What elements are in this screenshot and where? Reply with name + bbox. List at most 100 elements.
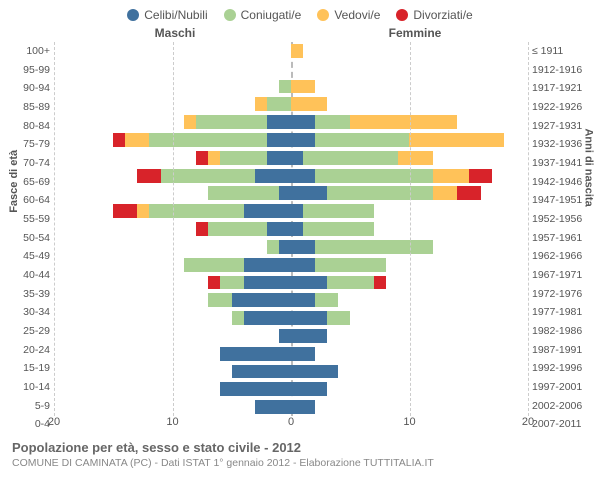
segment-con (315, 293, 339, 307)
y-axis-title-left: Fasce di età (8, 150, 20, 213)
segment-cel (220, 347, 291, 361)
pyramid-row (54, 113, 528, 131)
legend-item: Vedovi/e (317, 8, 380, 22)
y-left-label: 90-94 (10, 83, 50, 94)
plot-area: Fasce di età Anni di nascita 100+95-9990… (10, 42, 590, 434)
segment-con (208, 222, 267, 236)
y-left-label: 85-89 (10, 102, 50, 113)
y-right-label: 1992-1996 (532, 363, 590, 374)
segment-cel (291, 186, 327, 200)
segment-cel (255, 169, 291, 183)
legend-label: Divorziati/e (413, 8, 472, 22)
segment-div (137, 169, 161, 183)
bar-rows (54, 42, 528, 416)
y-axis-title-right: Anni di nascita (582, 128, 594, 206)
gridline (410, 42, 411, 416)
segment-con (303, 151, 398, 165)
segment-con (220, 151, 267, 165)
segment-cel (291, 329, 327, 343)
y-right-label: 2007-2011 (532, 419, 590, 430)
pyramid-row (54, 291, 528, 309)
segment-con (161, 169, 256, 183)
pyramid-row (54, 60, 528, 78)
segment-cel (291, 169, 315, 183)
pyramid-row (54, 149, 528, 167)
y-right-label: 1982-1986 (532, 326, 590, 337)
x-axis: 201001020 (54, 416, 528, 434)
segment-cel (291, 204, 303, 218)
segment-ved (184, 115, 196, 129)
legend-item: Divorziati/e (396, 8, 472, 22)
segment-div (208, 276, 220, 290)
gender-labels: Maschi Femmine (10, 26, 590, 40)
footer: Popolazione per età, sesso e stato civil… (10, 440, 590, 469)
gridline (528, 42, 529, 416)
y-right-label: 1987-1991 (532, 345, 590, 356)
segment-con (149, 133, 268, 147)
segment-con (208, 186, 279, 200)
y-right-label: 1922-1926 (532, 102, 590, 113)
y-left-label: 40-44 (10, 270, 50, 281)
segment-con (220, 276, 244, 290)
segment-div (196, 151, 208, 165)
x-tick-label: 20 (48, 416, 60, 428)
x-tick-label: 10 (403, 416, 415, 428)
gridline (173, 42, 174, 416)
segment-con (327, 186, 434, 200)
segment-cel (267, 133, 291, 147)
pyramid-row (54, 202, 528, 220)
pyramid-row (54, 42, 528, 60)
pyramid-row (54, 238, 528, 256)
segment-cel (291, 240, 315, 254)
y-left-label: 55-59 (10, 214, 50, 225)
segment-cel (291, 400, 315, 414)
footer-title: Popolazione per età, sesso e stato civil… (12, 440, 590, 455)
segment-div (457, 186, 481, 200)
segment-cel (279, 329, 291, 343)
segment-con (279, 80, 291, 94)
segment-cel (291, 258, 315, 272)
segment-con (303, 204, 374, 218)
segment-con (327, 311, 351, 325)
segment-con (208, 293, 232, 307)
y-left-label: 50-54 (10, 233, 50, 244)
segment-ved (208, 151, 220, 165)
legend-label: Vedovi/e (334, 8, 380, 22)
legend-item: Coniugati/e (224, 8, 302, 22)
y-left-label: 15-19 (10, 363, 50, 374)
segment-ved (291, 44, 303, 58)
legend-swatch (317, 9, 329, 21)
segment-cel (291, 365, 338, 379)
segment-cel (291, 347, 315, 361)
segment-div (113, 204, 137, 218)
segment-div (469, 169, 493, 183)
x-tick-label: 10 (166, 416, 178, 428)
segment-ved (433, 186, 457, 200)
y-left-label: 10-14 (10, 382, 50, 393)
y-right-label: 1977-1981 (532, 307, 590, 318)
segment-con (267, 97, 291, 111)
y-left-label: 95-99 (10, 65, 50, 76)
segment-cel (291, 293, 315, 307)
legend-swatch (396, 9, 408, 21)
pyramid-row (54, 274, 528, 292)
y-left-label: 0-4 (10, 419, 50, 430)
pyramid-row (54, 256, 528, 274)
segment-con (315, 258, 386, 272)
segment-div (113, 133, 125, 147)
gridline (54, 42, 55, 416)
y-right-label: 1957-1961 (532, 233, 590, 244)
segment-ved (137, 204, 149, 218)
y-right-label: ≤ 1911 (532, 46, 590, 57)
segment-cel (291, 276, 327, 290)
y-left-label: 45-49 (10, 251, 50, 262)
segment-cel (291, 151, 303, 165)
pyramid-row (54, 220, 528, 238)
segment-cel (279, 240, 291, 254)
y-right-label: 2002-2006 (532, 401, 590, 412)
y-right-label: 1912-1916 (532, 65, 590, 76)
segment-ved (255, 97, 267, 111)
y-left-label: 25-29 (10, 326, 50, 337)
segment-cel (267, 222, 291, 236)
segment-con (267, 240, 279, 254)
